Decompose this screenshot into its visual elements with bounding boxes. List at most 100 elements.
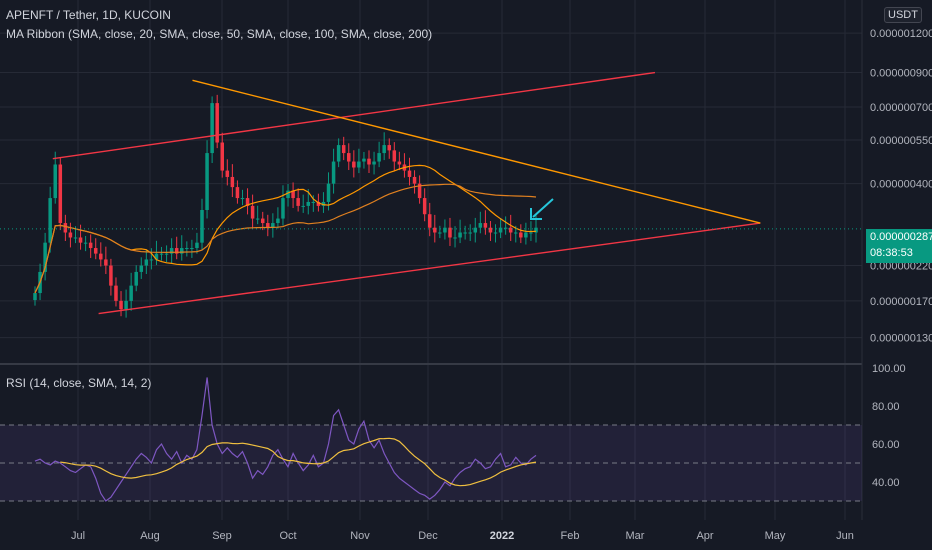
candle-body — [43, 242, 47, 272]
candle-body — [347, 153, 351, 162]
candle-body — [119, 300, 123, 310]
candle-body — [266, 223, 270, 228]
time-axis-label: Mar — [626, 530, 645, 542]
candle-body — [387, 145, 391, 151]
candle-body — [114, 285, 118, 301]
candle-body — [453, 237, 457, 239]
candle-body — [276, 218, 280, 224]
candle-body — [134, 271, 138, 286]
candle-body — [296, 198, 300, 206]
rsi-pane — [0, 377, 862, 502]
candle-body — [367, 158, 371, 165]
candle-body — [230, 176, 235, 188]
candle-body — [508, 227, 513, 233]
candle-body — [524, 232, 528, 238]
time-axis-label: Feb — [561, 530, 580, 542]
ma-line-50 — [34, 183, 537, 294]
candle-body — [109, 265, 113, 286]
candle-body — [463, 232, 467, 234]
candle-body — [483, 223, 488, 228]
candle-body — [159, 253, 164, 255]
candle-body — [139, 265, 144, 272]
candle-body — [438, 232, 442, 234]
candle-body — [144, 259, 149, 266]
last-price-value: 0.0000002875 — [870, 231, 932, 243]
candle-body — [448, 227, 452, 238]
candle-body — [48, 198, 52, 243]
time-axis-label: Apr — [696, 530, 713, 542]
candle-body — [93, 248, 98, 254]
candle-body — [83, 242, 88, 244]
time-axis-label: Dec — [418, 530, 438, 542]
candle-series — [33, 94, 538, 318]
candle-body — [412, 176, 417, 184]
candle-body — [149, 259, 154, 261]
currency-selector[interactable]: USDT — [884, 7, 922, 23]
time-axis-label: Oct — [279, 530, 296, 542]
symbol-legend[interactable]: APENFT / Tether, 1D, KUCOIN — [6, 8, 171, 22]
time-axis-label: Jul — [71, 530, 85, 542]
candle-body — [316, 201, 321, 206]
candle-body — [519, 232, 523, 238]
rsi-legend[interactable]: RSI (14, close, SMA, 14, 2) — [6, 376, 152, 390]
candle-body — [185, 248, 189, 250]
time-axis-label: Aug — [140, 530, 160, 542]
ma-ribbon-legend[interactable]: MA Ribbon (SMA, close, 20, SMA, close, 5… — [6, 27, 433, 41]
candle-body — [422, 198, 427, 215]
candle-body — [357, 161, 361, 168]
candle-body — [458, 232, 462, 238]
candle-body — [443, 227, 447, 233]
candle-body — [503, 227, 508, 229]
candle-body — [362, 158, 366, 162]
candle-body — [164, 253, 169, 255]
candle-body — [397, 161, 402, 165]
rsi-axis-label: 80.00 — [872, 401, 900, 413]
time-axis-label: 2022 — [490, 530, 514, 542]
candle-body — [372, 161, 376, 165]
candle-body — [427, 214, 432, 228]
candle-body — [291, 190, 295, 199]
candle-body — [352, 161, 356, 168]
time-axis-label: Jun — [836, 530, 854, 542]
candle-body — [215, 103, 219, 143]
candle-body — [281, 198, 285, 219]
candle-body — [331, 161, 336, 184]
candle-body — [260, 218, 265, 224]
time-axis-label: May — [765, 530, 786, 542]
candle-body — [240, 198, 245, 200]
candle-body — [63, 223, 68, 233]
candle-body — [68, 232, 73, 238]
candle-body — [301, 205, 305, 207]
candle-body — [245, 198, 250, 206]
candle-body — [99, 253, 103, 260]
candle-body — [235, 187, 240, 199]
candle-body — [88, 242, 93, 249]
candle-body — [529, 232, 533, 234]
rsi-band-background — [0, 425, 862, 501]
candle-body — [169, 248, 174, 254]
candle-body — [488, 227, 493, 233]
candle-body — [33, 293, 37, 301]
rsi-axis-label: 60.00 — [872, 439, 900, 451]
candle-body — [78, 237, 83, 243]
ma-ribbon — [34, 164, 537, 294]
candle-body — [225, 170, 230, 177]
last-price-tag: 0.0000002875 08:38:53 — [866, 229, 932, 263]
rsi-ma-line — [60, 437, 537, 487]
candle-body — [200, 209, 204, 243]
candle-body — [433, 227, 437, 233]
candle-body — [53, 164, 57, 199]
bar-countdown: 08:38:53 — [870, 247, 913, 259]
rsi-axis-label: 100.00 — [872, 363, 906, 375]
candle-body — [377, 153, 381, 162]
candle-body — [382, 145, 386, 154]
candle-body — [336, 145, 341, 162]
candle-body — [306, 201, 311, 206]
candle-body — [190, 248, 194, 250]
